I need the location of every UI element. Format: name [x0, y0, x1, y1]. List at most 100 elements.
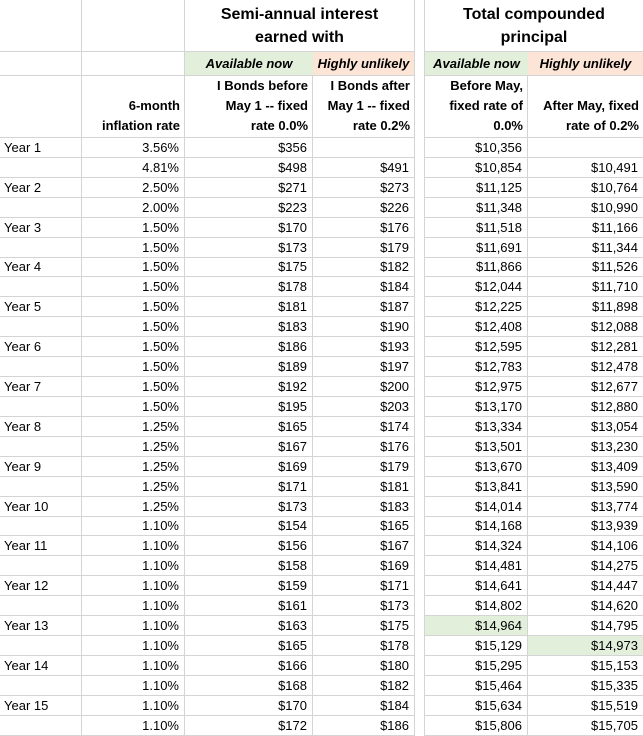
cell-interest-before-may[interactable]: $356: [185, 138, 313, 158]
cell-inflation-rate[interactable]: 1.10%: [82, 516, 185, 537]
cell-interest-after-may[interactable]: $273: [313, 177, 415, 198]
cell-principal-after-may[interactable]: $15,153: [528, 656, 643, 676]
cell-inflation-rate[interactable]: 1.25%: [82, 496, 185, 517]
cell-interest-before-may[interactable]: $498: [185, 157, 313, 178]
cell-interest-after-may[interactable]: $169: [313, 556, 415, 577]
cell-interest-before-may[interactable]: $163: [185, 616, 313, 637]
cell-principal-after-may[interactable]: $13,774: [528, 497, 643, 517]
cell-interest-before-may[interactable]: $159: [185, 576, 313, 597]
cell-interest-after-may[interactable]: $178: [313, 636, 415, 656]
cell-principal-after-may[interactable]: $12,677: [528, 377, 643, 397]
cell-principal-after-may[interactable]: $10,990: [528, 198, 643, 218]
cell-interest-before-may[interactable]: $171: [185, 476, 313, 497]
cell-principal-after-may[interactable]: $10,764: [528, 178, 643, 198]
cell-interest-before-may[interactable]: $161: [185, 596, 313, 617]
cell-year[interactable]: [0, 396, 82, 417]
cell-interest-before-may[interactable]: $271: [185, 177, 313, 198]
cell-interest-after-may[interactable]: $165: [313, 516, 415, 537]
cell-interest-after-may[interactable]: $167: [313, 536, 415, 557]
cell-inflation-rate[interactable]: 1.10%: [82, 556, 185, 577]
cell-interest-before-may[interactable]: $158: [185, 556, 313, 577]
header-principal-after-may[interactable]: After May, fixed rate of 0.2%: [528, 76, 643, 138]
cell-interest-after-may[interactable]: $183: [313, 496, 415, 517]
cell-principal-before-may[interactable]: $14,014: [425, 496, 528, 517]
cell-principal-after-may[interactable]: $14,620: [528, 596, 643, 617]
cell-interest-after-may[interactable]: $179: [313, 237, 415, 258]
cell-interest-before-may[interactable]: $172: [185, 715, 313, 736]
cell-principal-before-may[interactable]: $14,802: [425, 596, 528, 617]
cell-principal-after-may[interactable]: $12,088: [528, 317, 643, 338]
cell-interest-after-may[interactable]: $184: [313, 695, 415, 716]
cell-principal-after-may[interactable]: $14,795: [528, 616, 643, 637]
cell-interest-before-may[interactable]: $183: [185, 317, 313, 338]
cell-principal-before-may[interactable]: $10,356: [425, 138, 528, 158]
cell-principal-before-may[interactable]: $12,044: [425, 277, 528, 298]
cell-principal-after-may[interactable]: $11,710: [528, 277, 643, 298]
cell-year[interactable]: Year 12: [0, 576, 82, 597]
cell-interest-before-may[interactable]: $173: [185, 496, 313, 517]
cell-interest-before-may[interactable]: $223: [185, 197, 313, 218]
cell-principal-after-may[interactable]: $14,106: [528, 536, 643, 557]
cell-inflation-rate[interactable]: 1.10%: [82, 616, 185, 637]
header-semiannual-interest[interactable]: Semi-annual interest earned with: [185, 0, 415, 52]
header-total-principal[interactable]: Total compounded principal: [425, 0, 643, 52]
cell-year[interactable]: [0, 556, 82, 577]
cell-interest-after-may[interactable]: $176: [313, 436, 415, 457]
cell-year[interactable]: [0, 277, 82, 298]
cell-interest-before-may[interactable]: $189: [185, 357, 313, 378]
cell-principal-after-may[interactable]: $15,335: [528, 676, 643, 696]
cell-inflation-rate[interactable]: 1.10%: [82, 636, 185, 656]
cell-principal-after-may[interactable]: $11,898: [528, 297, 643, 318]
cell-interest-after-may[interactable]: $193: [313, 337, 415, 358]
cell-principal-before-may[interactable]: $13,841: [425, 476, 528, 497]
cell-inflation-rate[interactable]: 1.10%: [82, 715, 185, 736]
cell-inflation-rate[interactable]: 1.50%: [82, 377, 185, 397]
cell-inflation-rate[interactable]: 2.00%: [82, 197, 185, 218]
cell-interest-after-may[interactable]: $186: [313, 715, 415, 736]
cell-year[interactable]: [0, 436, 82, 457]
cell-interest-before-may[interactable]: $178: [185, 277, 313, 298]
cell-principal-after-may[interactable]: $15,519: [528, 696, 643, 716]
cell-year[interactable]: [0, 636, 82, 656]
cell-principal-before-may[interactable]: $13,670: [425, 456, 528, 477]
cell-inflation-rate[interactable]: 1.10%: [82, 695, 185, 716]
cell-inflation-rate[interactable]: 2.50%: [82, 177, 185, 198]
header-ibonds-after-may[interactable]: I Bonds after May 1 -- fixed rate 0.2%: [313, 76, 415, 138]
cell-interest-after-may[interactable]: $179: [313, 456, 415, 477]
cell-principal-after-may[interactable]: [528, 138, 643, 158]
cell-inflation-rate[interactable]: 3.56%: [82, 138, 185, 158]
cell-inflation-rate[interactable]: 1.10%: [82, 536, 185, 557]
cell-principal-before-may[interactable]: $11,125: [425, 177, 528, 198]
cell-year[interactable]: [0, 357, 82, 378]
cell-inflation-rate[interactable]: 1.50%: [82, 277, 185, 298]
cell-principal-after-may[interactable]: $14,275: [528, 556, 643, 577]
cell-principal-before-may[interactable]: $12,225: [425, 297, 528, 318]
cell-principal-after-may[interactable]: $12,880: [528, 397, 643, 417]
cell-principal-after-may[interactable]: $13,590: [528, 477, 643, 497]
cell-principal-before-may[interactable]: $10,854: [425, 157, 528, 178]
cell-inflation-rate[interactable]: 1.50%: [82, 217, 185, 238]
cell-inflation-rate[interactable]: 1.50%: [82, 357, 185, 378]
cell-year[interactable]: Year 15: [0, 695, 82, 716]
cell-interest-after-may[interactable]: $226: [313, 197, 415, 218]
cell-interest-before-may[interactable]: $170: [185, 695, 313, 716]
cell-interest-after-may[interactable]: $181: [313, 476, 415, 497]
tag-available-now-principal[interactable]: Available now: [425, 52, 528, 76]
cell-inflation-rate[interactable]: 1.10%: [82, 596, 185, 617]
cell-year[interactable]: Year 11: [0, 536, 82, 557]
cell-principal-after-may[interactable]: $11,166: [528, 218, 643, 238]
cell-principal-after-may[interactable]: $11,526: [528, 258, 643, 278]
cell-interest-after-may[interactable]: $200: [313, 377, 415, 397]
cell-year[interactable]: Year 4: [0, 257, 82, 278]
cell-year[interactable]: [0, 317, 82, 338]
cell-inflation-rate[interactable]: 1.25%: [82, 476, 185, 497]
cell-interest-before-may[interactable]: $165: [185, 636, 313, 656]
header-ibonds-before-may[interactable]: I Bonds before May 1 -- fixed rate 0.0%: [185, 76, 313, 138]
cell-principal-after-may[interactable]: $10,491: [528, 158, 643, 178]
cell-principal-before-may[interactable]: $12,975: [425, 377, 528, 397]
cell-principal-before-may[interactable]: $15,295: [425, 655, 528, 676]
cell-year[interactable]: Year 13: [0, 616, 82, 637]
cell-principal-after-may[interactable]: $13,939: [528, 517, 643, 537]
cell-principal-after-may[interactable]: $12,478: [528, 357, 643, 378]
cell-interest-before-may[interactable]: $167: [185, 436, 313, 457]
